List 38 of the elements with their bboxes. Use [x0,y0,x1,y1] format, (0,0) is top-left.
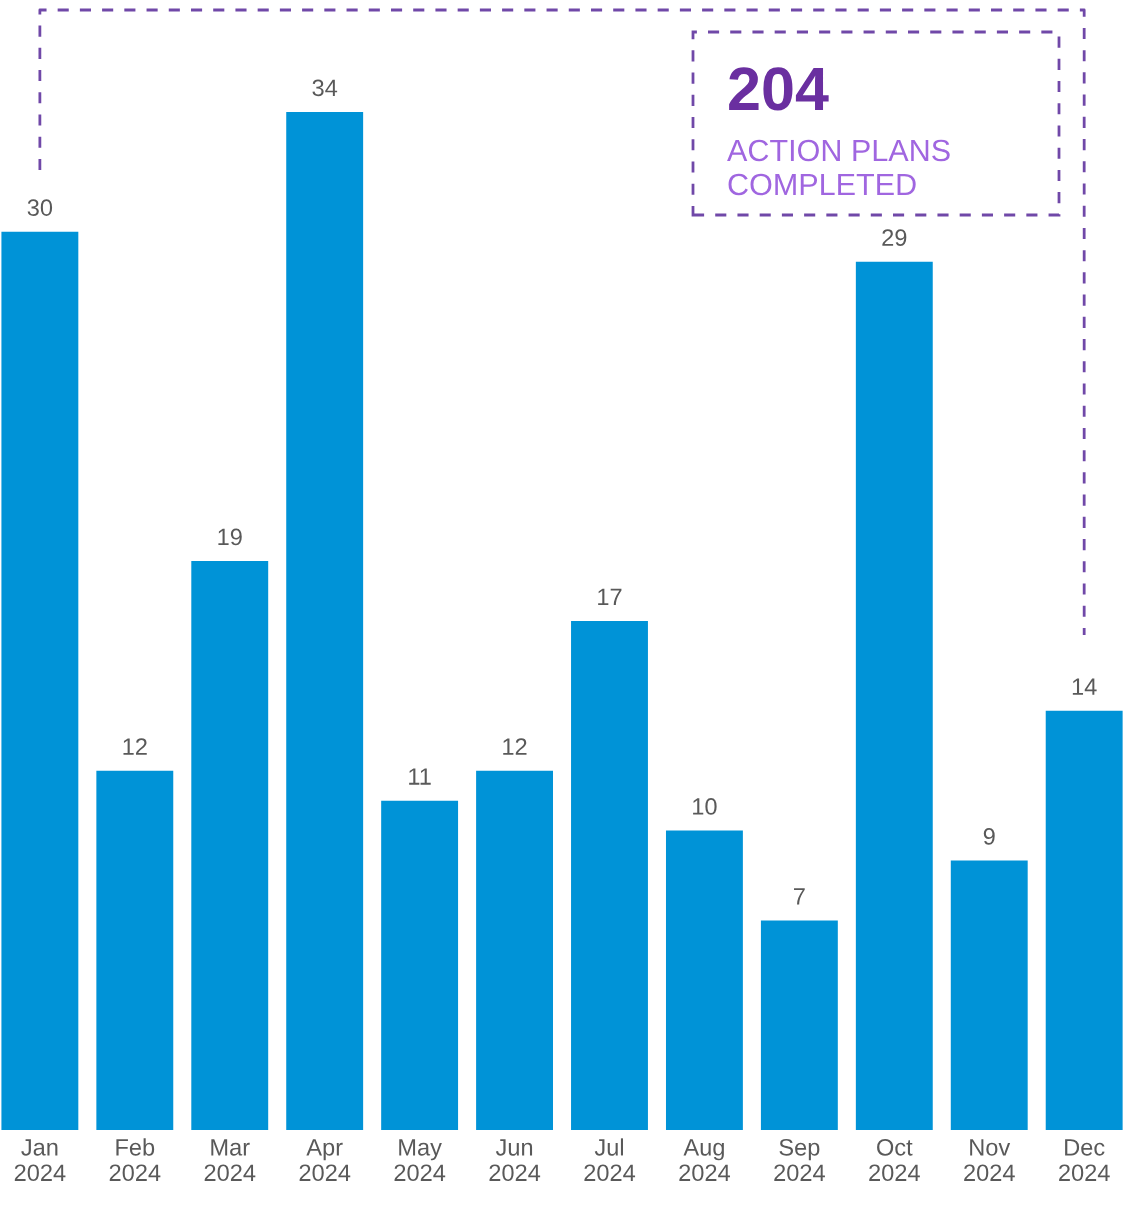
data-label: 11 [409,768,431,785]
bar [665,830,743,1130]
x-tick-label: Nov 2024 [964,1139,1015,1182]
x-tick-label: Feb 2024 [109,1138,161,1182]
bar [571,621,648,1130]
bar [1,231,79,1130]
data-label: 14 [1072,678,1097,695]
bar [286,112,364,1130]
bar [96,770,174,1130]
data-label: 12 [503,738,527,755]
bar [855,261,933,1130]
x-tick-label: Jul 2024 [584,1138,636,1182]
data-label: 29 [882,229,907,246]
bar [1045,710,1123,1130]
x-tick-label: Dec 2024 [1059,1139,1110,1182]
x-tick-label: Jun 2024 [489,1139,541,1182]
annotation: ACTION PLANS COMPLETED [727,139,950,196]
bar [950,860,1028,1130]
bar [760,920,838,1130]
data-label: 9 [983,828,995,845]
data-label: 7 [794,888,805,905]
bar [476,770,554,1130]
x-tick-label: Apr 2024 [299,1139,351,1182]
x-tick-label: Aug 2024 [679,1139,730,1182]
data-label: 19 [218,528,242,546]
x-tick-label: Jan 2024 [14,1139,66,1182]
x-tick-label: May 2024 [394,1139,446,1182]
text: 204 [729,67,829,111]
data-label: 34 [312,79,338,97]
bar [191,561,269,1130]
data-label: 17 [598,588,622,605]
x-tick-label: Oct 2024 [869,1138,920,1182]
data-label: 30 [27,199,53,216]
x-tick-label: Mar 2024 [204,1139,256,1182]
data-label: 12 [123,738,147,755]
bar [381,800,459,1130]
data-label: 10 [693,798,717,815]
x-tick-label: Sep 2024 [774,1138,825,1182]
